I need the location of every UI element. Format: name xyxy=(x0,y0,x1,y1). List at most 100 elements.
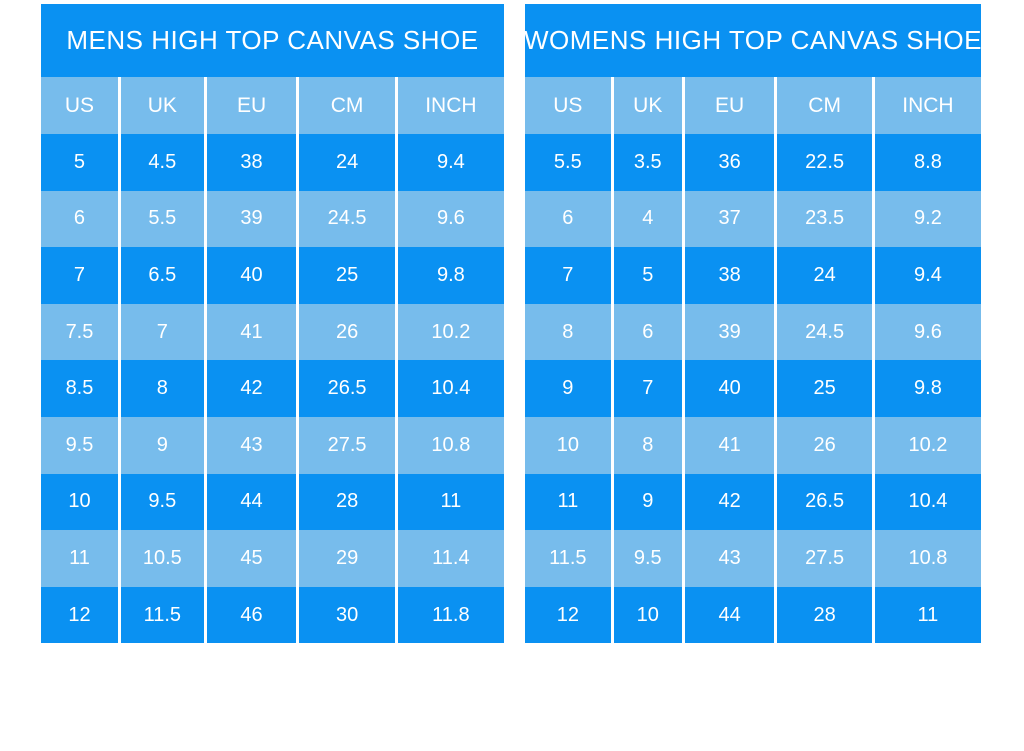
table-cell: 39 xyxy=(206,190,297,248)
table-cell: 11.4 xyxy=(397,530,504,587)
table-cell: 7 xyxy=(525,247,611,304)
table-cell: 11.8 xyxy=(397,586,504,644)
table-cell: 7 xyxy=(613,360,682,417)
table-cell: 26 xyxy=(777,416,872,474)
table-cell: 43 xyxy=(684,530,775,587)
table-row: 9.5 9 43 27.5 10.8 xyxy=(41,416,504,474)
table-row: 7.5 7 41 26 10.2 xyxy=(41,303,504,361)
womens-header-row: US UK EU CM INCH xyxy=(525,77,981,134)
table-cell: 36 xyxy=(684,134,775,191)
table-cell: 10.5 xyxy=(120,530,204,587)
womens-table-title: WOMENS HIGH TOP CANVAS SHOE xyxy=(524,4,982,77)
table-cell: 6 xyxy=(613,303,682,361)
table-cell: 12 xyxy=(41,586,118,644)
table-cell: 9.5 xyxy=(120,473,204,531)
table-cell: 12 xyxy=(525,586,611,644)
table-row: 10 8 41 26 10.2 xyxy=(525,416,981,474)
table-cell: 30 xyxy=(299,586,395,644)
table-cell: 10 xyxy=(41,473,118,531)
table-cell: 10.8 xyxy=(874,530,981,587)
table-cell: 11.5 xyxy=(120,586,204,644)
table-cell: 10.4 xyxy=(397,360,504,417)
table-cell: 27.5 xyxy=(777,530,872,587)
table-cell: 10.4 xyxy=(874,473,981,531)
column-header-us: US xyxy=(525,77,611,134)
table-cell: 10 xyxy=(525,416,611,474)
table-cell: 44 xyxy=(206,473,297,531)
table-cell: 5.5 xyxy=(525,134,611,191)
column-header-eu: EU xyxy=(684,77,775,134)
mens-table-body: 5 4.5 38 24 9.4 6 5.5 39 24.5 9.6 7 6.5 40 25 9.8 7.5 7 4… xyxy=(41,134,504,644)
table-cell: 11 xyxy=(874,586,981,644)
table-cell: 39 xyxy=(684,303,775,361)
table-row: 5 4.5 38 24 9.4 xyxy=(41,134,504,191)
table-cell: 43 xyxy=(206,416,297,474)
table-cell: 9.8 xyxy=(874,360,981,417)
table-cell: 41 xyxy=(206,303,297,361)
table-cell: 11 xyxy=(41,530,118,587)
table-cell: 8.8 xyxy=(874,134,981,191)
table-cell: 28 xyxy=(777,586,872,644)
table-cell: 7 xyxy=(41,247,118,304)
womens-table-body: 5.5 3.5 36 22.5 8.8 6 4 37 23.5 9.2 7 5 38 24 9.4 8 6 39 2… xyxy=(525,134,981,644)
table-cell: 10.2 xyxy=(874,416,981,474)
table-cell: 41 xyxy=(684,416,775,474)
table-cell: 9.2 xyxy=(874,190,981,248)
table-cell: 9.8 xyxy=(397,247,504,304)
table-row: 11 10.5 45 29 11.4 xyxy=(41,530,504,587)
table-row: 8 6 39 24.5 9.6 xyxy=(525,303,981,361)
table-row: 9 7 40 25 9.8 xyxy=(525,360,981,417)
table-cell: 26.5 xyxy=(299,360,395,417)
mens-size-table: MENS HIGH TOP CANVAS SHOE US UK EU CM INCH 5… xyxy=(41,4,504,644)
table-cell: 6 xyxy=(525,190,611,248)
table-cell: 11 xyxy=(525,473,611,531)
table-cell: 9.4 xyxy=(874,247,981,304)
table-row: 11.5 9.5 43 27.5 10.8 xyxy=(525,530,981,587)
table-cell: 38 xyxy=(684,247,775,304)
column-header-uk: UK xyxy=(613,77,682,134)
table-cell: 40 xyxy=(206,247,297,304)
table-cell: 37 xyxy=(684,190,775,248)
column-header-cm: CM xyxy=(777,77,872,134)
column-header-inch: INCH xyxy=(874,77,981,134)
table-cell: 45 xyxy=(206,530,297,587)
table-cell: 4.5 xyxy=(120,134,204,191)
table-cell: 9.6 xyxy=(397,190,504,248)
table-row: 12 10 44 28 11 xyxy=(525,586,981,644)
womens-size-table: WOMENS HIGH TOP CANVAS SHOE US UK EU CM INCH… xyxy=(524,4,982,644)
table-cell: 5 xyxy=(41,134,118,191)
table-cell: 7.5 xyxy=(41,303,118,361)
table-cell: 25 xyxy=(777,360,872,417)
table-cell: 9.5 xyxy=(613,530,682,587)
table-cell: 24.5 xyxy=(777,303,872,361)
table-cell: 40 xyxy=(684,360,775,417)
table-cell: 38 xyxy=(206,134,297,191)
table-cell: 7 xyxy=(120,303,204,361)
table-cell: 28 xyxy=(299,473,395,531)
column-header-us: US xyxy=(41,77,118,134)
column-header-eu: EU xyxy=(206,77,297,134)
table-cell: 42 xyxy=(206,360,297,417)
table-cell: 5.5 xyxy=(120,190,204,248)
column-header-uk: UK xyxy=(120,77,204,134)
table-cell: 8.5 xyxy=(41,360,118,417)
table-cell: 9 xyxy=(120,416,204,474)
table-cell: 24 xyxy=(299,134,395,191)
table-cell: 11 xyxy=(397,473,504,531)
table-cell: 5 xyxy=(613,247,682,304)
table-cell: 10.8 xyxy=(397,416,504,474)
table-cell: 29 xyxy=(299,530,395,587)
table-cell: 26 xyxy=(299,303,395,361)
table-cell: 44 xyxy=(684,586,775,644)
table-cell: 9 xyxy=(613,473,682,531)
table-cell: 23.5 xyxy=(777,190,872,248)
table-cell: 8 xyxy=(120,360,204,417)
table-row: 11 9 42 26.5 10.4 xyxy=(525,473,981,531)
table-row: 12 11.5 46 30 11.8 xyxy=(41,586,504,644)
table-row: 10 9.5 44 28 11 xyxy=(41,473,504,531)
table-cell: 42 xyxy=(684,473,775,531)
table-row: 7 5 38 24 9.4 xyxy=(525,247,981,304)
table-cell: 11.5 xyxy=(525,530,611,587)
table-cell: 24 xyxy=(777,247,872,304)
table-row: 6 4 37 23.5 9.2 xyxy=(525,190,981,248)
